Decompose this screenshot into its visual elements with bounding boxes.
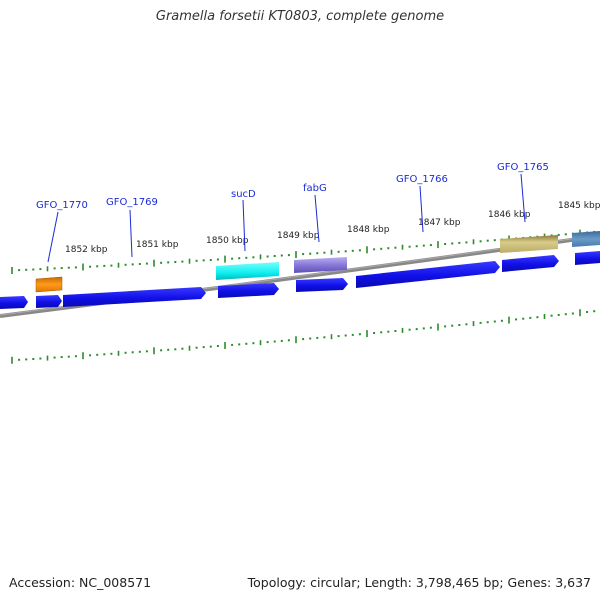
scale-label: 1852 kbp [65, 245, 108, 255]
forward-gene-track [0, 251, 600, 309]
genome-summary-text: Topology: circular; Length: 3,798,465 bp… [247, 575, 591, 590]
gene-leader-line [520, 173, 526, 223]
scale-label: 1849 kbp [277, 231, 320, 241]
gene-arrow-gfo-1770[interactable] [36, 295, 62, 308]
gene-arrow-gfo-1765[interactable] [502, 255, 559, 272]
gene-label-gfo-1769[interactable]: GFO_1769 [106, 197, 158, 208]
scale-label: 1848 kbp [347, 225, 390, 235]
gene-feature-fabg-category[interactable] [294, 257, 347, 273]
scale-label: 1851 kbp [136, 240, 179, 250]
gene-arrow-sucd[interactable] [218, 283, 279, 298]
gene-label-sucd[interactable]: sucD [231, 189, 256, 200]
map-title: Gramella forsetii KT0803, complete genom… [155, 9, 445, 24]
gene-feature-gfo-1770-category[interactable] [35, 276, 63, 293]
gene-leader-line [314, 194, 320, 243]
gene-label-gfo-1770[interactable]: GFO_1770 [36, 200, 88, 211]
gene-feature-sucd-category[interactable] [216, 262, 279, 280]
gene-feature-steel-category[interactable] [572, 231, 600, 247]
scale-label: 1847 kbp [418, 218, 461, 228]
gene-label-gfo-1765[interactable]: GFO_1765 [497, 162, 549, 173]
gene-leader-line [47, 211, 59, 263]
gene-arrow[interactable] [0, 296, 28, 309]
gene-leader-line [419, 185, 424, 233]
scale-label: 1850 kbp [206, 236, 249, 246]
gene-leader-line [129, 209, 133, 258]
gene-arrow-gfo-1769[interactable] [63, 287, 206, 307]
gene-label-gfo-1766[interactable]: GFO_1766 [396, 174, 448, 185]
gene-label-fabg[interactable]: fabG [303, 183, 327, 194]
scale-label: 1845 kbp [558, 201, 600, 211]
lower-scale-ticks [11, 309, 596, 364]
accession-text: Accession: NC_008571 [9, 575, 152, 590]
gene-arrow[interactable] [575, 251, 600, 265]
gene-feature-gfo-1765-category[interactable] [500, 235, 558, 253]
gene-leader-line [242, 199, 246, 252]
gene-arrow-fabg[interactable] [296, 278, 348, 292]
scale-label: 1846 kbp [488, 210, 531, 220]
gene-arrow-gfo-1766[interactable] [356, 261, 500, 288]
